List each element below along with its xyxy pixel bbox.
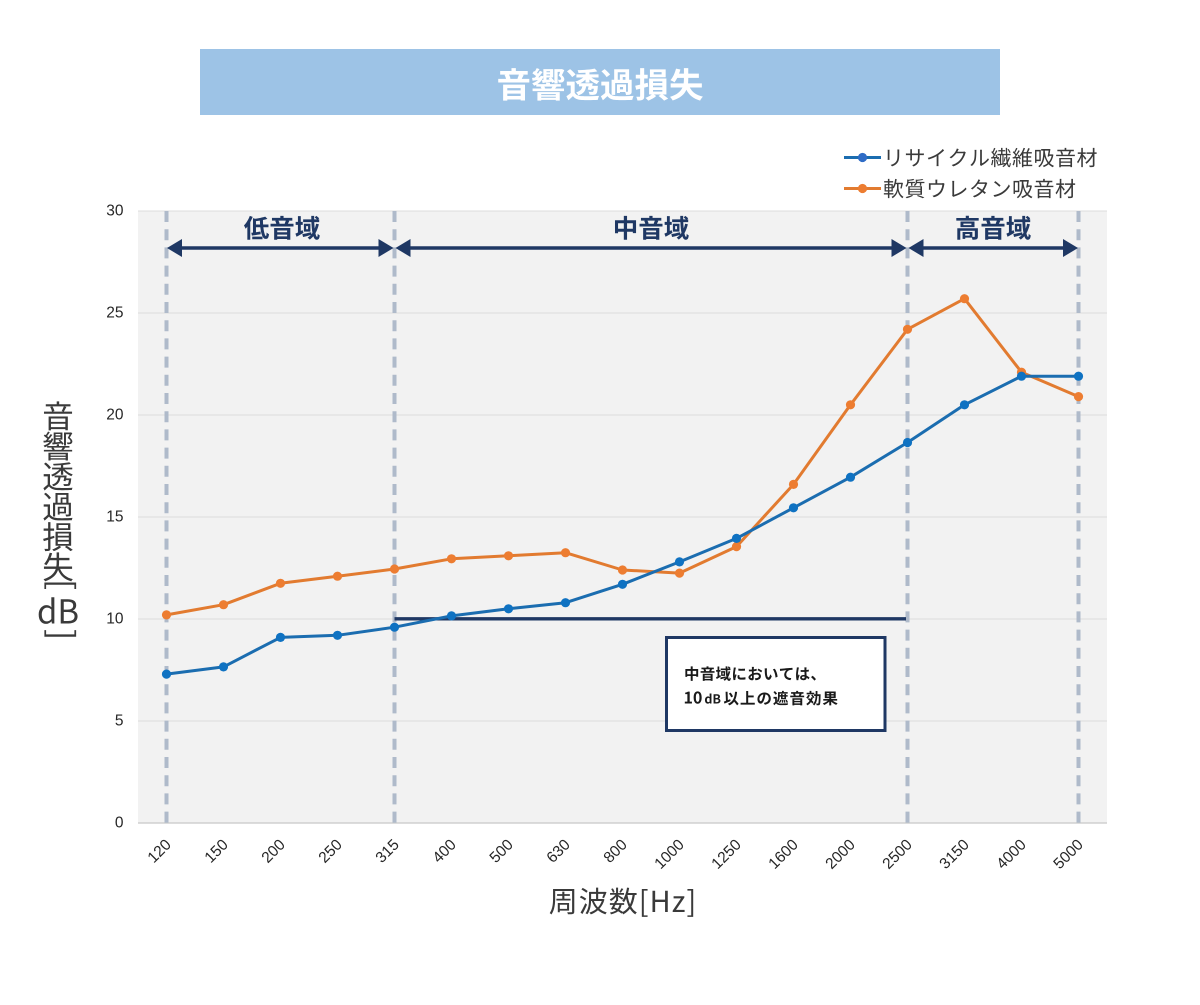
svg-text:5: 5 xyxy=(115,713,124,730)
svg-text:0: 0 xyxy=(115,815,124,832)
svg-text:15: 15 xyxy=(106,509,123,526)
svg-text:10: 10 xyxy=(106,611,124,628)
svg-text:20: 20 xyxy=(106,407,124,424)
svg-text:30: 30 xyxy=(106,203,124,220)
svg-text:25: 25 xyxy=(106,305,123,322)
